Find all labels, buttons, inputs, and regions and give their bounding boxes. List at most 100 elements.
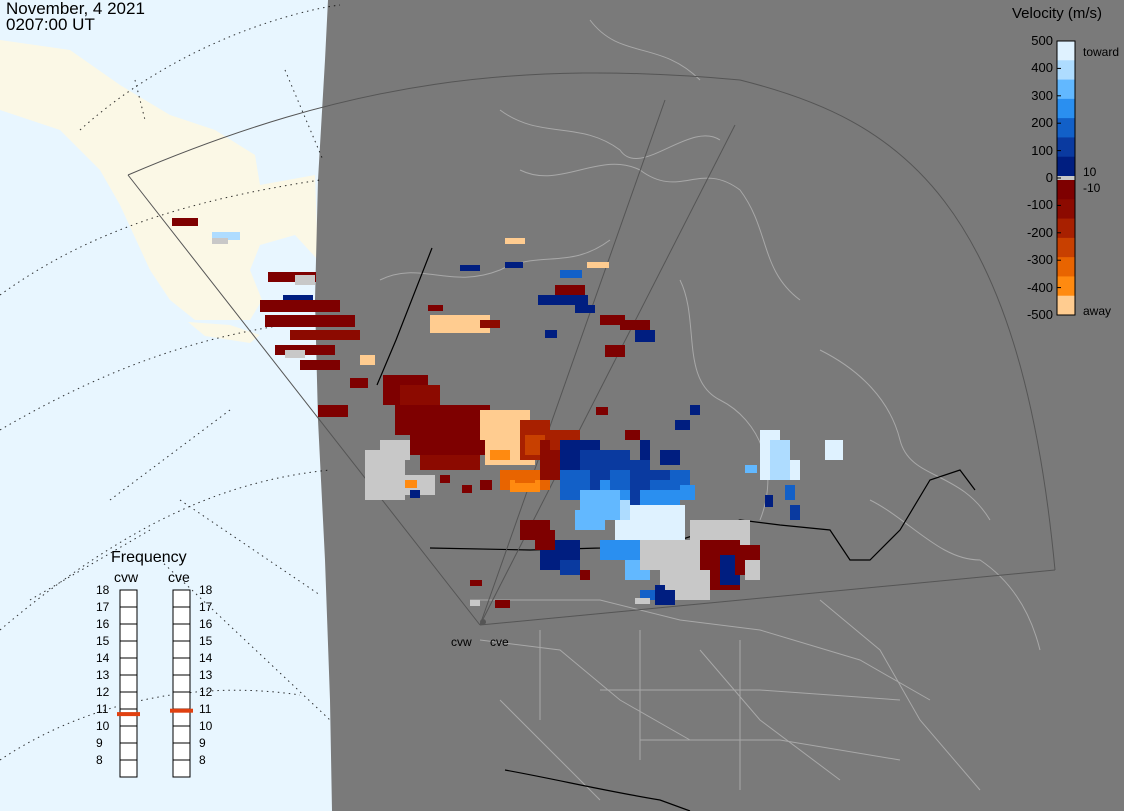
- frequency-label-west: 12: [96, 685, 110, 699]
- echo-cell: [620, 320, 650, 330]
- echo-cell: [480, 320, 500, 328]
- velocity-tick-label: 200: [1031, 115, 1053, 131]
- echo-cell: [765, 495, 773, 507]
- velocity-tick-label: -500: [1026, 307, 1053, 322]
- frequency-cell: [172, 657, 191, 676]
- echo-cell: [295, 275, 315, 285]
- graticule: [0, 4, 341, 761]
- echo-cell: [535, 530, 555, 550]
- echo-cell: [745, 465, 757, 473]
- echo-cell: [600, 540, 640, 560]
- echo-cell: [555, 285, 585, 295]
- velocity-tick-label: 500: [1031, 33, 1053, 48]
- frequency-cell: [172, 674, 191, 693]
- colorbar-toward-band: [1057, 41, 1075, 61]
- frequency-cell: [119, 759, 138, 778]
- echo-cell: [790, 505, 800, 520]
- frequency-label-east: 16: [199, 617, 213, 631]
- colorbar-toward-band: [1057, 98, 1075, 119]
- echo-cell: [380, 440, 410, 460]
- frequency-label-west: 16: [96, 617, 110, 631]
- frequency-cell: [119, 606, 138, 625]
- toward-label: toward: [1083, 45, 1120, 59]
- negative-threshold-label: -10: [1083, 181, 1101, 195]
- plot-date: November, 4 2021: [6, 0, 145, 18]
- echo-cell: [318, 405, 348, 417]
- echo-cell: [490, 450, 510, 460]
- velocity-tick-label: 0: [1045, 170, 1053, 185]
- echo-cell: [460, 265, 480, 271]
- echo-cell: [538, 295, 588, 305]
- frequency-cell: [119, 589, 138, 608]
- echo-cell: [428, 305, 443, 311]
- colorbar-ground-scatter-band: [1057, 176, 1075, 180]
- echo-cell: [300, 360, 340, 370]
- plot-time: 0207:00 UT: [6, 15, 95, 34]
- echo-cell: [420, 455, 480, 470]
- echo-cell: [635, 598, 650, 604]
- echo-cell: [665, 590, 675, 605]
- frequency-cell: [119, 691, 138, 710]
- frequency-label-east: 14: [199, 651, 213, 665]
- echo-cell: [825, 440, 843, 460]
- echo-cell: [260, 300, 340, 312]
- frequency-label-west: 8: [96, 753, 103, 767]
- frequency-radar-west: cvw: [114, 569, 139, 585]
- echo-cell: [285, 350, 305, 358]
- coastlines: [379, 19, 1041, 801]
- echo-cell: [410, 430, 490, 455]
- frequency-label-west: 9: [96, 736, 103, 750]
- day-land-alaska: [0, 40, 318, 320]
- echo-cell: [350, 378, 368, 388]
- echo-cell: [172, 218, 198, 226]
- velocity-tick-label: -300: [1026, 252, 1053, 268]
- echo-cell: [470, 580, 482, 586]
- echo-cell: [660, 450, 680, 465]
- echo-cell: [596, 407, 608, 415]
- echo-cell: [283, 295, 313, 303]
- frequency-label-east: 8: [199, 753, 206, 767]
- frequency-label-east: 13: [199, 668, 213, 682]
- day-land-islands: [188, 322, 260, 343]
- frequency-label-west: 10: [96, 719, 110, 733]
- colorbar-away-band: [1057, 276, 1075, 297]
- radar-site-marker: [480, 619, 486, 625]
- echo-cell: [400, 385, 440, 405]
- frequency-label-west: 11: [96, 702, 109, 716]
- positive-threshold-label: 10: [1083, 165, 1097, 179]
- velocity-scale-title: Velocity (m/s): [1012, 5, 1103, 22]
- frequency-label-west: 15: [96, 634, 110, 648]
- echo-cell: [770, 440, 790, 480]
- frequency-cell: [119, 742, 138, 761]
- frequency-cell: [172, 725, 191, 744]
- frequency-cell: [119, 674, 138, 693]
- echo-cell: [505, 238, 525, 244]
- colorbar-toward-band: [1057, 79, 1075, 100]
- echo-cell: [430, 315, 490, 333]
- frequency-cell: [172, 759, 191, 778]
- echo-cell: [515, 475, 535, 483]
- velocity-tick-label: -100: [1026, 197, 1053, 213]
- frequency-label-east: 17: [199, 600, 213, 614]
- frequency-radar-east: cve: [168, 569, 190, 585]
- colorbar-away-band: [1057, 218, 1075, 239]
- frequency-label-west: 13: [96, 668, 110, 682]
- frequency-label-east: 12: [199, 685, 213, 699]
- colorbar-away-band: [1057, 237, 1075, 258]
- echo-cell: [600, 315, 625, 325]
- frequency-cell: [119, 640, 138, 659]
- echo-cell: [545, 330, 557, 338]
- night-region: [315, 0, 1124, 811]
- frequency-marker: [170, 708, 193, 713]
- frequency-panel-boxes: [117, 589, 193, 778]
- frequency-cell: [119, 708, 138, 727]
- echo-cell: [405, 480, 417, 488]
- frequency-cell: [172, 742, 191, 761]
- echo-cell: [675, 420, 690, 430]
- echo-cell: [635, 330, 655, 342]
- echo-cell: [470, 600, 480, 606]
- frequency-label-west: 14: [96, 651, 110, 665]
- echo-cell: [625, 430, 640, 440]
- frequency-cell: [119, 623, 138, 642]
